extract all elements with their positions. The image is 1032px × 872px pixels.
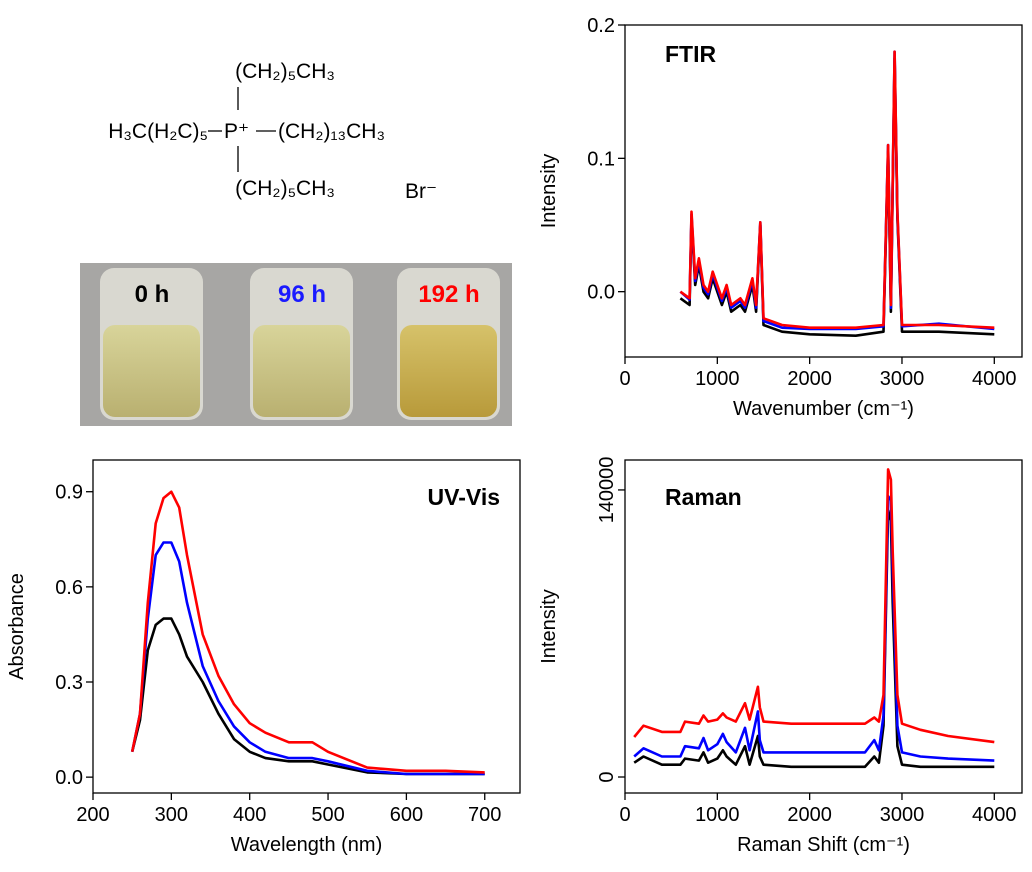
plot-frame bbox=[625, 25, 1022, 357]
y-tick-label: 0.6 bbox=[55, 577, 83, 599]
y-tick-label: 0.2 bbox=[587, 15, 615, 37]
chart-title: FTIR bbox=[665, 41, 716, 67]
series-line bbox=[132, 543, 485, 775]
x-tick-label: 600 bbox=[390, 804, 423, 826]
chart-title: UV-Vis bbox=[428, 484, 500, 510]
x-tick-label: 700 bbox=[468, 804, 501, 826]
y-tick-label: 0.0 bbox=[587, 282, 615, 304]
series-line bbox=[132, 619, 485, 774]
vial-liquid bbox=[400, 325, 497, 417]
series-line bbox=[634, 469, 994, 742]
series-line bbox=[132, 492, 485, 773]
structure-right: (CH₂)₁₃CH₃ bbox=[278, 120, 385, 143]
x-axis-label: Wavenumber (cm⁻¹) bbox=[733, 398, 914, 420]
vial-liquid bbox=[103, 325, 200, 417]
x-axis-label: Wavelength (nm) bbox=[231, 834, 383, 856]
chart: 0 1000 2000 3000 4000 0 140000 Raman Raman Shift… bbox=[538, 457, 1022, 856]
photo-label: 0 h bbox=[135, 281, 170, 308]
chemical-structure: (CH₂)₅CH₃ H₃C(H₂C)₅ P⁺ (CH₂)₁₃CH₃ (CH₂)₅… bbox=[108, 60, 437, 203]
x-tick-label: 500 bbox=[311, 804, 344, 826]
y-axis-label: Absorbance bbox=[6, 573, 28, 680]
y-tick-label: 0.1 bbox=[587, 148, 615, 170]
x-tick-label: 400 bbox=[233, 804, 266, 826]
photo-label: 192 h bbox=[418, 281, 479, 308]
y-axis-label: Intensity bbox=[538, 154, 560, 228]
structure-center: P⁺ bbox=[224, 120, 249, 143]
structure-left: H₃C(H₂C)₅ bbox=[108, 120, 208, 143]
x-tick-label: 2000 bbox=[787, 804, 832, 826]
y-tick-label: 0 bbox=[596, 771, 618, 782]
series-line bbox=[680, 52, 994, 328]
series-line bbox=[634, 510, 994, 766]
figure: (CH₂)₅CH₃ H₃C(H₂C)₅ P⁺ (CH₂)₁₃CH₃ (CH₂)₅… bbox=[0, 0, 1032, 867]
y-tick-label: 0.0 bbox=[55, 767, 83, 789]
vial-liquid bbox=[253, 325, 350, 417]
y-tick-label: 140000 bbox=[596, 457, 618, 524]
x-tick-label: 3000 bbox=[880, 804, 925, 826]
y-tick-label: 0.3 bbox=[55, 672, 83, 694]
structure-top: (CH₂)₅CH₃ bbox=[235, 60, 335, 83]
chart: 200 300 400 500 600 700 0.0 0.3 0.6 0.9 UV-Vis Wave… bbox=[6, 460, 520, 856]
x-tick-label: 0 bbox=[619, 368, 630, 390]
x-tick-label: 200 bbox=[76, 804, 109, 826]
x-tick-label: 300 bbox=[155, 804, 188, 826]
chart-title: Raman bbox=[665, 484, 742, 510]
structure-counterion: Br⁻ bbox=[405, 180, 437, 203]
photo-label: 96 h bbox=[278, 281, 326, 308]
x-axis-label: Raman Shift (cm⁻¹) bbox=[737, 834, 910, 856]
y-axis-label: Intensity bbox=[538, 589, 560, 663]
y-tick-label: 0.9 bbox=[55, 482, 83, 504]
x-tick-label: 3000 bbox=[880, 368, 925, 390]
x-tick-label: 4000 bbox=[972, 368, 1017, 390]
structure-bottom: (CH₂)₅CH₃ bbox=[235, 177, 335, 200]
x-tick-label: 0 bbox=[619, 804, 630, 826]
x-tick-label: 1000 bbox=[695, 804, 740, 826]
chart: 0 1000 2000 3000 4000 0.0 0.1 0.2 FTIR Wavenumber… bbox=[538, 15, 1022, 420]
x-tick-label: 4000 bbox=[972, 804, 1017, 826]
x-tick-label: 2000 bbox=[787, 368, 832, 390]
x-tick-label: 1000 bbox=[695, 368, 740, 390]
